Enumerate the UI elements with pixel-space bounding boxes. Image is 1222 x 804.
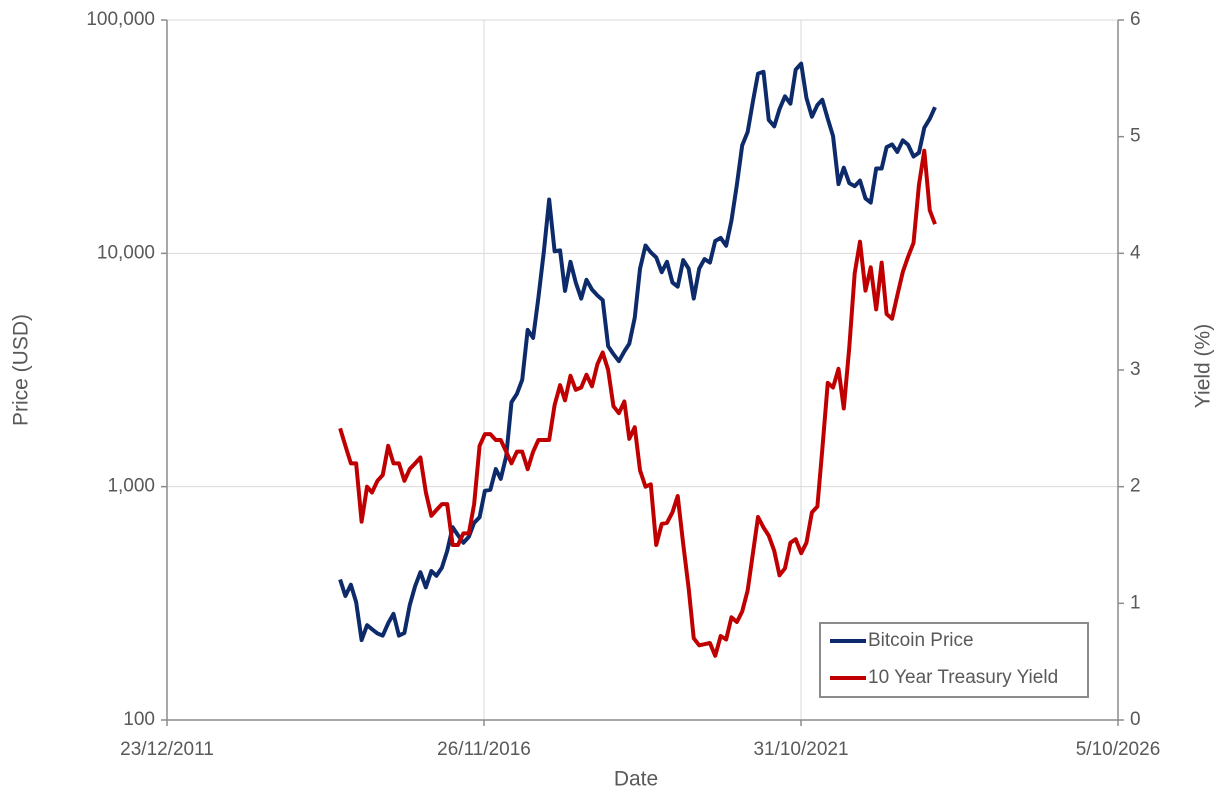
legend-label: Bitcoin Price [868, 630, 974, 651]
legend-label: 10 Year Treasury Yield [868, 667, 1058, 688]
x-tick-label: 5/10/2026 [1076, 739, 1161, 760]
y2-tick-label: 0 [1130, 709, 1141, 730]
x-tick-label: 31/10/2021 [753, 739, 848, 760]
y-tick-label: 1,000 [107, 476, 155, 497]
y2-tick-label: 1 [1130, 592, 1141, 613]
series-line [338, 148, 937, 658]
y2-tick-label: 6 [1130, 9, 1141, 30]
legend-box [819, 622, 1089, 698]
x-axis-title: Date [614, 768, 658, 791]
y2-tick-label: 2 [1130, 476, 1141, 497]
series-line [338, 61, 937, 643]
y-tick-label: 10,000 [97, 242, 155, 263]
y2-tick-label: 3 [1130, 359, 1141, 380]
y-axis-title: Price (USD) [10, 314, 33, 426]
x-tick-label: 23/12/2011 [120, 739, 214, 760]
y2-tick-label: 5 [1130, 126, 1141, 147]
y-tick-label: 100,000 [86, 9, 155, 30]
x-tick-label: 26/11/2016 [437, 739, 531, 760]
y2-axis-title: Yield (%) [1192, 324, 1215, 408]
y2-tick-label: 4 [1130, 242, 1141, 263]
y-tick-label: 100 [123, 709, 155, 730]
